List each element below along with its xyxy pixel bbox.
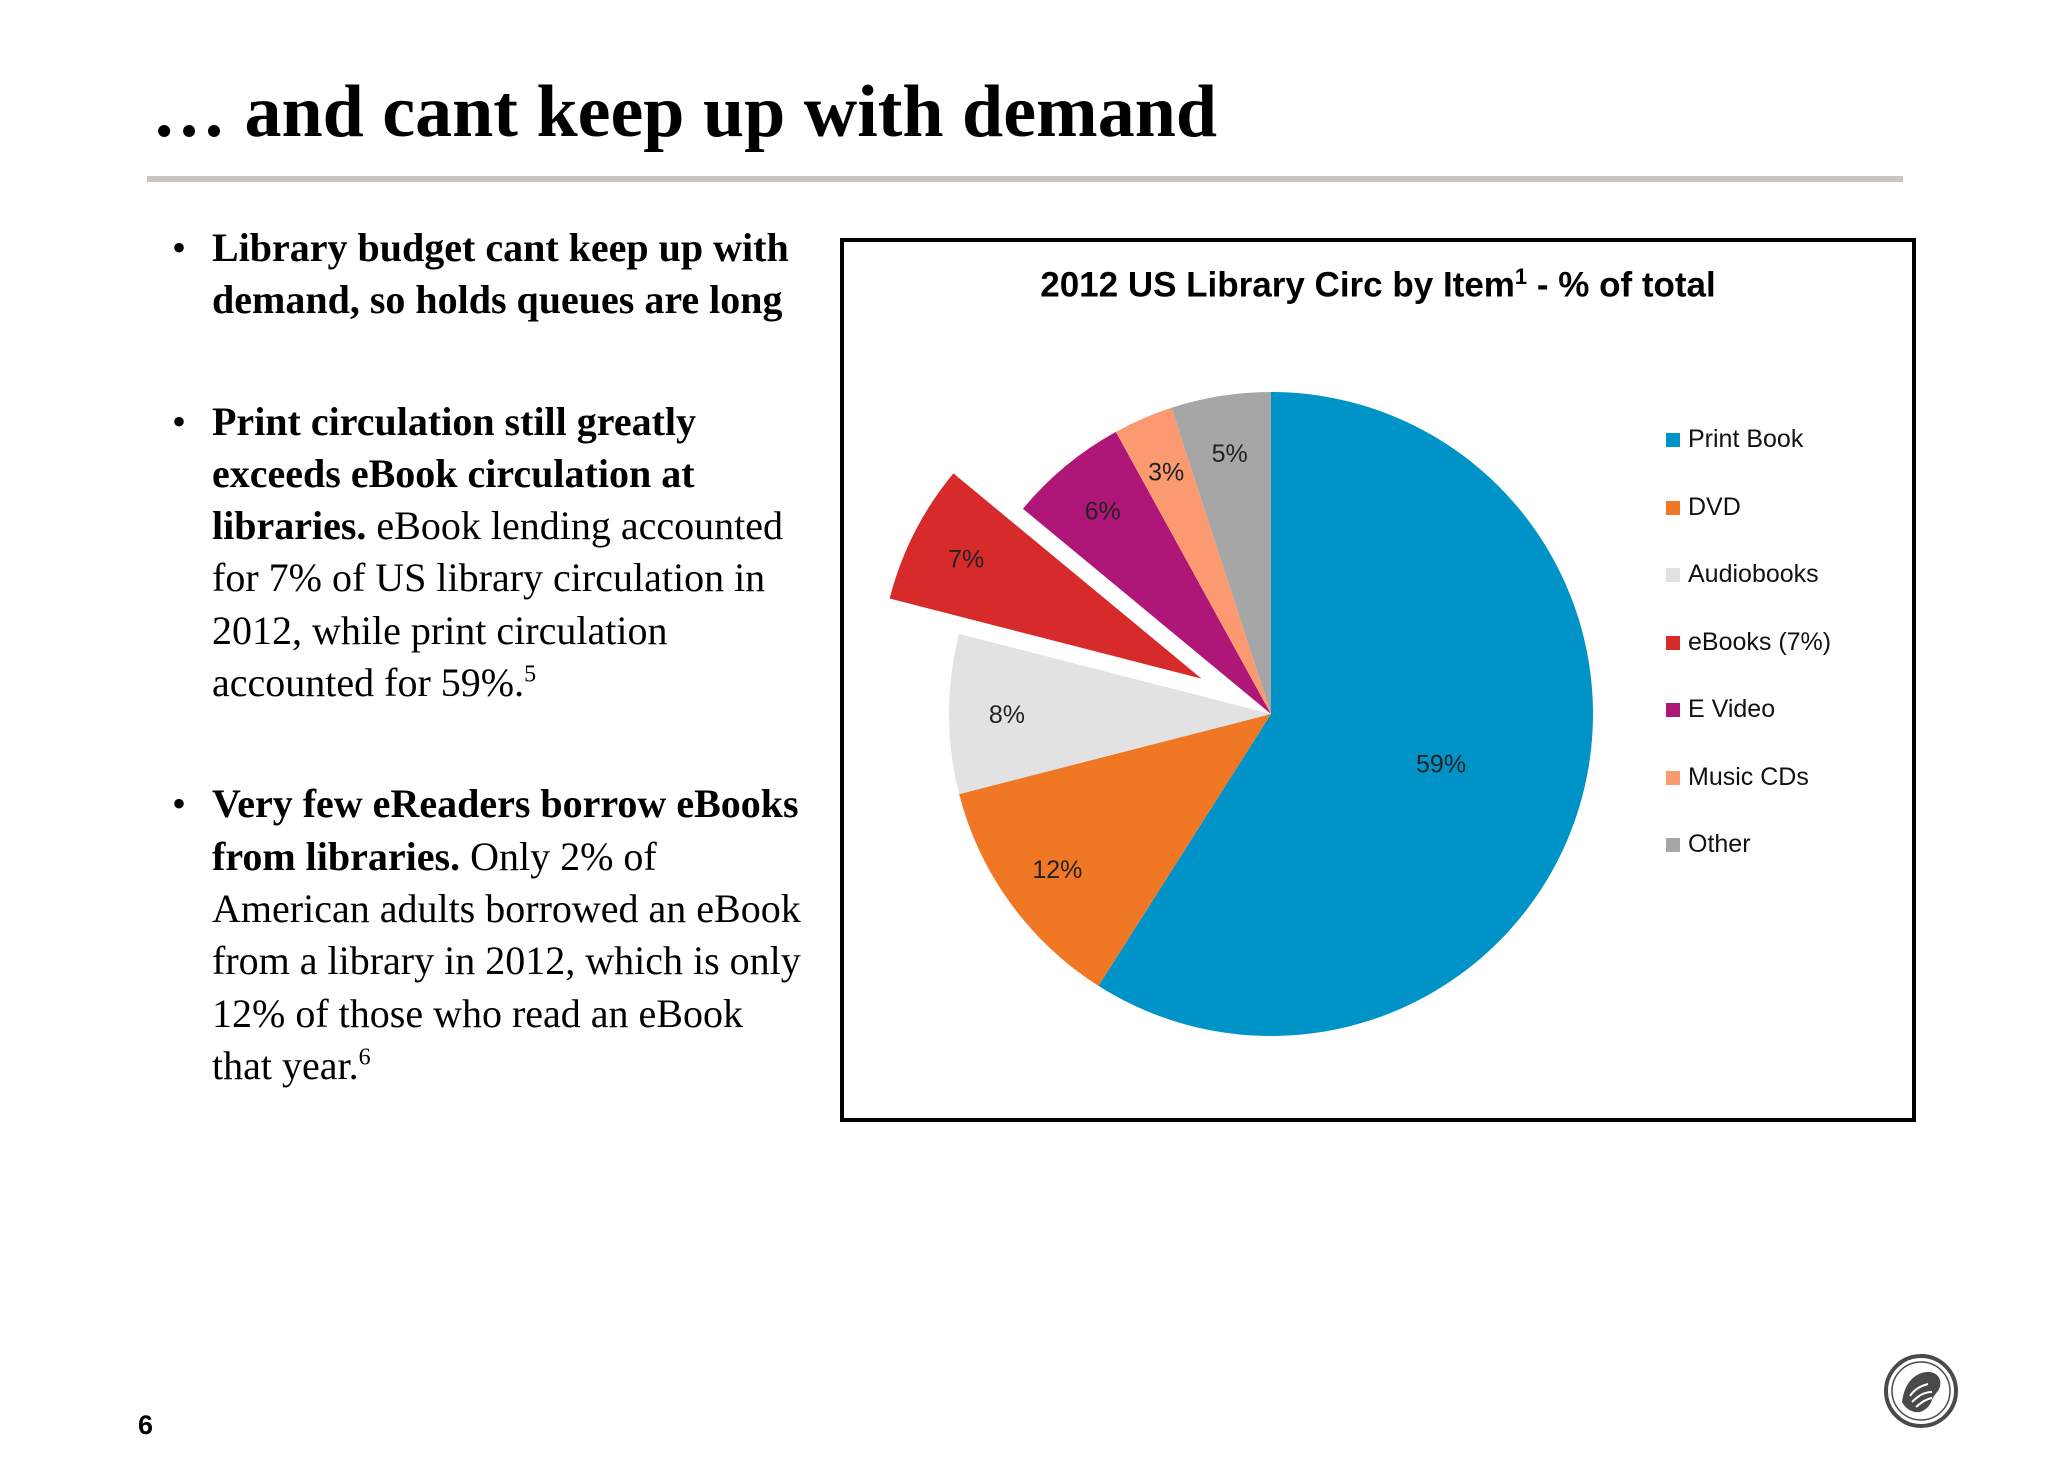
legend-label: DVD — [1688, 492, 1741, 521]
chart-title-footnote: 1 — [1514, 264, 1528, 289]
legend-item-dvd: DVD — [1666, 493, 1831, 561]
bullet-dot: • — [172, 225, 187, 270]
legend-item-other: Other — [1666, 830, 1831, 898]
legend-label: Other — [1688, 830, 1751, 858]
pie-chart: 59% 12% 8% 7% 6% 3% 5% — [889, 392, 1593, 1036]
title-divider — [147, 176, 1903, 182]
legend-label: E Video — [1688, 695, 1776, 723]
footnote-marker: 6 — [358, 1044, 371, 1071]
slice-label-audiobooks: 8% — [989, 701, 1025, 729]
pie-slice-other — [1171, 392, 1271, 714]
bullet-item: • Print circulation still greatly exceed… — [172, 396, 812, 710]
bullet-item: • Very few eReaders borrow eBooks from l… — [172, 778, 812, 1092]
pie-slice-print-book — [1098, 392, 1593, 1036]
bullet-bold-text: Very few eReaders borrow eBooks from lib… — [212, 781, 799, 879]
legend-swatch — [1666, 838, 1680, 852]
legend-label: Music CDs — [1688, 762, 1809, 791]
bullet-body-text: Only 2% of American adults borrowed an e… — [212, 833, 801, 1088]
chart-title-suffix: - % of total — [1527, 265, 1716, 305]
page-number: 6 — [138, 1410, 154, 1440]
legend-swatch — [1666, 500, 1680, 515]
pie-slice-dvd — [959, 714, 1271, 986]
slice-label-e-video: 6% — [1085, 498, 1121, 526]
bullet-list: • Library budget cant keep up with deman… — [172, 222, 812, 1161]
bullet-dot: • — [172, 398, 187, 444]
footnote-marker: 5 — [524, 661, 537, 688]
legend-swatch — [1666, 703, 1680, 717]
chart-legend: Print Book DVD Audiobooks eBooks (7%) E Vide… — [1666, 425, 1831, 898]
slice-label-ebooks-7: 7% — [948, 546, 984, 574]
legend-item-audiobooks: Audiobooks — [1666, 560, 1831, 628]
slide-title: … and cant keep up with demand — [152, 71, 1218, 153]
bullet-body-text: eBook lending accounted for 7% of US lib… — [212, 503, 783, 706]
legend-swatch — [1666, 770, 1680, 785]
bullet-item: • Library budget cant keep up with deman… — [172, 222, 812, 327]
pie-chart-frame: 2012 US Library Circ by Item1 - % of tot… — [840, 238, 1916, 1122]
nypl-lion-logo-icon — [1884, 1354, 1958, 1428]
legend-swatch — [1666, 568, 1680, 582]
slice-label-print-book: 59% — [1416, 750, 1466, 778]
legend-item-ebooks-7: eBooks (7%) — [1666, 628, 1831, 696]
pie-slice-music-cds — [1115, 407, 1271, 714]
legend-swatch — [1666, 433, 1680, 447]
legend-item-e-video: E Video — [1666, 695, 1831, 763]
slice-label-dvd: 12% — [1032, 856, 1082, 884]
bullet-bold-text: Library budget cant keep up with demand,… — [212, 225, 789, 323]
pie-slice-ebooks-7 — [889, 473, 1202, 679]
legend-label: Audiobooks — [1688, 560, 1819, 588]
slice-label-music-cds: 3% — [1148, 459, 1184, 487]
bullet-dot: • — [172, 781, 187, 827]
pie-slice-audiobooks — [949, 633, 1271, 795]
chart-title-text: 2012 US Library Circ by Item — [1040, 265, 1515, 305]
legend-label: eBooks (7%) — [1688, 627, 1832, 656]
legend-item-print-book: Print Book — [1666, 425, 1831, 493]
pie-slice-e-video — [1022, 431, 1271, 714]
slice-label-other: 5% — [1212, 440, 1248, 468]
legend-swatch — [1666, 635, 1680, 650]
bullet-bold-text: Print circulation still greatly exceeds … — [212, 398, 697, 549]
legend-label: Print Book — [1688, 425, 1804, 453]
legend-item-music-cds: Music CDs — [1666, 763, 1831, 831]
chart-title: 2012 US Library Circ by Item1 - % of tot… — [844, 264, 1912, 306]
